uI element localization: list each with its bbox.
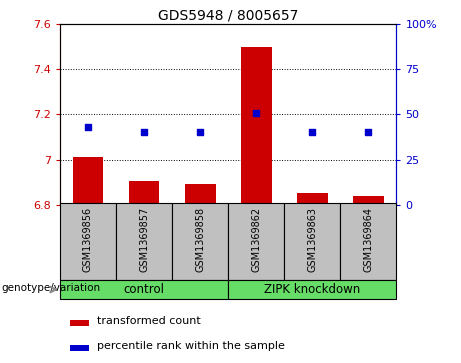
Bar bbox=[241, 47, 272, 205]
Bar bbox=[185, 184, 216, 205]
Bar bbox=[284, 203, 340, 280]
Bar bbox=[72, 158, 103, 205]
Text: ZIPK knockdown: ZIPK knockdown bbox=[264, 283, 361, 296]
Point bbox=[196, 130, 204, 135]
Text: GSM1369862: GSM1369862 bbox=[251, 207, 261, 272]
Point bbox=[365, 130, 372, 135]
Bar bbox=[228, 203, 284, 280]
Point bbox=[253, 110, 260, 115]
Text: control: control bbox=[124, 283, 165, 296]
Bar bbox=[340, 203, 396, 280]
Bar bbox=[70, 320, 89, 326]
Bar bbox=[297, 193, 328, 205]
Text: GSM1369857: GSM1369857 bbox=[139, 207, 149, 272]
Point bbox=[140, 130, 148, 135]
Bar bbox=[60, 203, 116, 280]
Text: GSM1369856: GSM1369856 bbox=[83, 207, 93, 272]
Bar bbox=[129, 181, 160, 205]
Text: transformed count: transformed count bbox=[97, 315, 201, 326]
Text: GSM1369858: GSM1369858 bbox=[195, 207, 205, 272]
Bar bbox=[172, 203, 228, 280]
Point bbox=[84, 124, 92, 130]
Bar bbox=[70, 345, 89, 351]
Bar bbox=[116, 203, 172, 280]
Bar bbox=[353, 196, 384, 205]
Text: GSM1369864: GSM1369864 bbox=[363, 207, 373, 272]
Bar bbox=[60, 280, 228, 299]
Text: GSM1369863: GSM1369863 bbox=[307, 207, 317, 272]
Text: genotype/variation: genotype/variation bbox=[1, 284, 100, 294]
Point bbox=[309, 130, 316, 135]
Title: GDS5948 / 8005657: GDS5948 / 8005657 bbox=[158, 8, 298, 23]
Bar bbox=[228, 280, 396, 299]
Text: percentile rank within the sample: percentile rank within the sample bbox=[97, 341, 285, 351]
